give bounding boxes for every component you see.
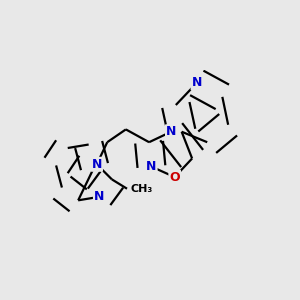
Text: N: N — [146, 160, 157, 173]
Text: O: O — [169, 171, 180, 184]
Text: CH₃: CH₃ — [130, 184, 153, 194]
Text: N: N — [166, 125, 176, 138]
Text: N: N — [92, 158, 102, 171]
Text: N: N — [94, 190, 104, 203]
Text: N: N — [192, 76, 202, 89]
